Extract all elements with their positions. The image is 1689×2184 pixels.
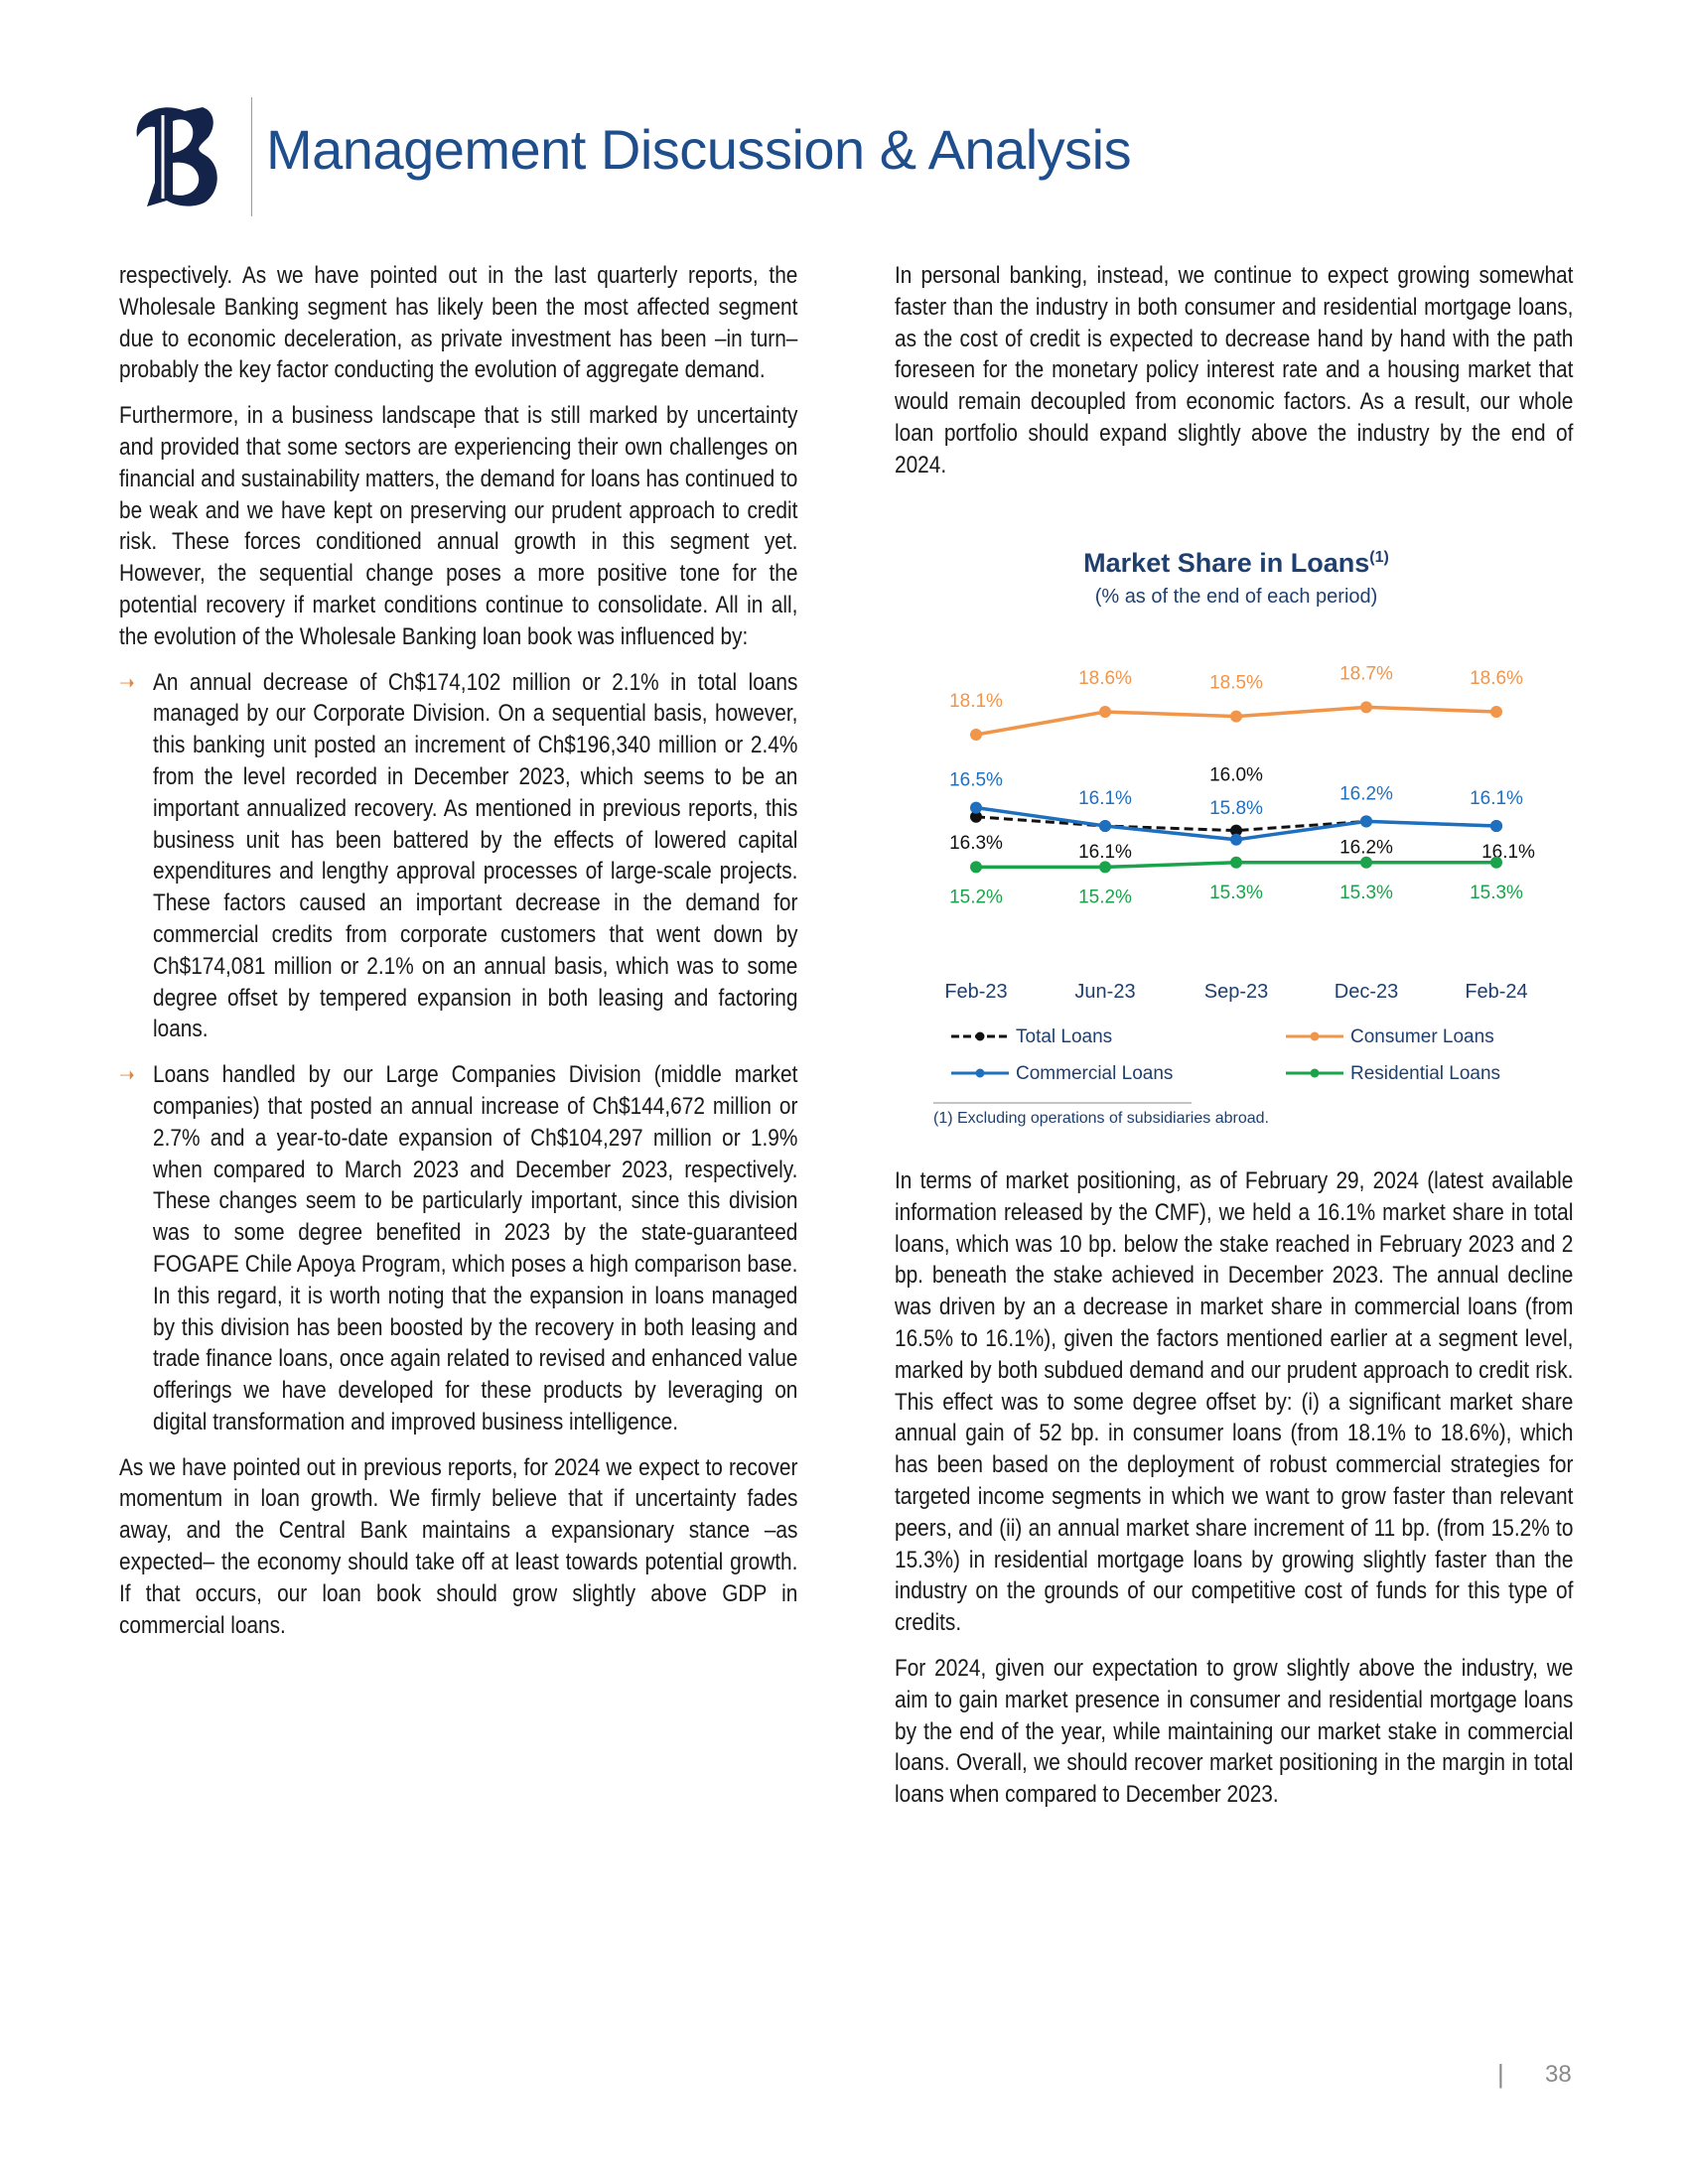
residential-loans-data-label: 15.2%	[949, 887, 1003, 907]
paragraph: respectively. As we have pointed out in …	[119, 262, 798, 384]
commercial-loans-point	[1099, 820, 1111, 832]
bullet-item: ➝ An annual decrease of Ch$174,102 milli…	[119, 667, 797, 1046]
footer-separator: |	[1497, 2059, 1504, 2089]
arrow-right-icon: ➝	[119, 1062, 135, 1088]
consumer-loans-point	[1099, 706, 1111, 718]
consumer-loans-point	[1360, 701, 1372, 714]
consumer-loans-data-label: 18.6%	[1078, 668, 1132, 689]
commercial-loans-data-label: 16.1%	[1470, 788, 1523, 809]
legend-swatch-marker	[1310, 1068, 1320, 1078]
legend-label: Total Loans	[1016, 1026, 1112, 1047]
commercial-loans-point	[1360, 815, 1372, 828]
total-loans-data-label: 16.3%	[949, 833, 1003, 854]
chart-subtitle: (% as of the end of each period)	[1095, 586, 1378, 608]
consumer-loans-data-label: 18.6%	[1470, 668, 1523, 689]
residential-loans-data-label: 15.2%	[1078, 887, 1132, 907]
legend-label: Residential Loans	[1350, 1063, 1500, 1084]
x-tick-label: Dec-23	[1335, 981, 1398, 1003]
residential-loans-point	[970, 861, 982, 874]
residential-loans-point	[1099, 861, 1111, 874]
legend-swatch-marker	[975, 1031, 985, 1041]
commercial-loans-data-label: 16.5%	[949, 770, 1003, 791]
legend-swatch-marker	[1310, 1031, 1320, 1041]
total-loans-data-label: 16.1%	[1481, 842, 1535, 863]
commercial-loans-data-label: 16.1%	[1078, 788, 1132, 809]
chart-title-superscript: (1)	[1369, 549, 1389, 566]
paragraph: Furthermore, in a business landscape tha…	[119, 402, 798, 650]
commercial-loans-point	[1490, 820, 1502, 832]
x-tick-label: Feb-24	[1465, 981, 1527, 1003]
residential-loans-point	[1490, 856, 1502, 869]
total-loans-data-label: 16.2%	[1339, 837, 1393, 858]
commercial-loans-data-label: 15.8%	[1209, 798, 1263, 819]
total-loans-data-label: 16.1%	[1078, 842, 1132, 863]
right-column-top: In personal banking, instead, we continu…	[895, 260, 1573, 481]
consumer-loans-data-label: 18.7%	[1339, 663, 1393, 684]
consumer-loans-data-label: 18.1%	[949, 691, 1003, 712]
residential-loans-data-label: 15.3%	[1339, 883, 1393, 903]
page-title: Management Discussion & Analysis	[266, 118, 1132, 181]
consumer-loans-point	[1230, 710, 1242, 723]
legend-label: Commercial Loans	[1016, 1063, 1173, 1084]
paragraph: For 2024, given our expectation to grow …	[895, 1654, 1574, 1809]
left-column: respectively. As we have pointed out in …	[119, 260, 797, 1641]
chart-title-text: Market Share in Loans	[1083, 548, 1369, 578]
paragraph: In terms of market positioning, as of Fe…	[895, 1167, 1574, 1637]
commercial-loans-data-label: 16.2%	[1339, 783, 1393, 804]
consumer-loans-data-label: 18.5%	[1209, 673, 1263, 694]
header-divider	[251, 97, 252, 216]
legend-swatch-marker	[975, 1068, 985, 1078]
total-loans-point	[970, 810, 982, 823]
x-tick-label: Sep-23	[1204, 981, 1269, 1003]
total-loans-data-label: 16.0%	[1209, 765, 1263, 786]
consumer-loans-point	[970, 729, 982, 741]
paragraph: As we have pointed out in previous repor…	[119, 1453, 798, 1639]
bank-logo	[136, 107, 217, 206]
residential-loans-data-label: 15.3%	[1470, 883, 1523, 903]
residential-loans-data-label: 15.3%	[1209, 883, 1263, 903]
residential-loans-point	[1230, 856, 1242, 869]
legend-label: Consumer Loans	[1350, 1026, 1494, 1047]
residential-loans-point	[1360, 856, 1372, 869]
paragraph: In personal banking, instead, we continu…	[895, 262, 1574, 478]
x-tick-label: Feb-23	[944, 981, 1007, 1003]
arrow-right-icon: ➝	[119, 669, 135, 695]
right-column-bottom: In terms of market positioning, as of Fe…	[895, 1165, 1573, 1811]
commercial-loans-point	[1230, 833, 1242, 846]
bullet-item: ➝ Loans handled by our Large Companies D…	[119, 1059, 797, 1438]
total-loans-point	[1230, 824, 1242, 837]
chart-title: Market Share in Loans(1)	[1083, 548, 1389, 578]
commercial-loans-point	[970, 801, 982, 814]
bullet-text: Loans handled by our Large Companies Div…	[153, 1061, 798, 1435]
x-tick-label: Jun-23	[1074, 981, 1135, 1003]
page-number: 38	[1545, 2061, 1572, 2088]
market-share-chart: Market Share in Loans(1) (% as of the en…	[933, 548, 1535, 1127]
bullet-text: An annual decrease of Ch$174,102 million…	[153, 668, 798, 1043]
consumer-loans-point	[1490, 706, 1502, 718]
chart-footnote: (1) Excluding operations of subsidiaries…	[933, 1110, 1269, 1127]
